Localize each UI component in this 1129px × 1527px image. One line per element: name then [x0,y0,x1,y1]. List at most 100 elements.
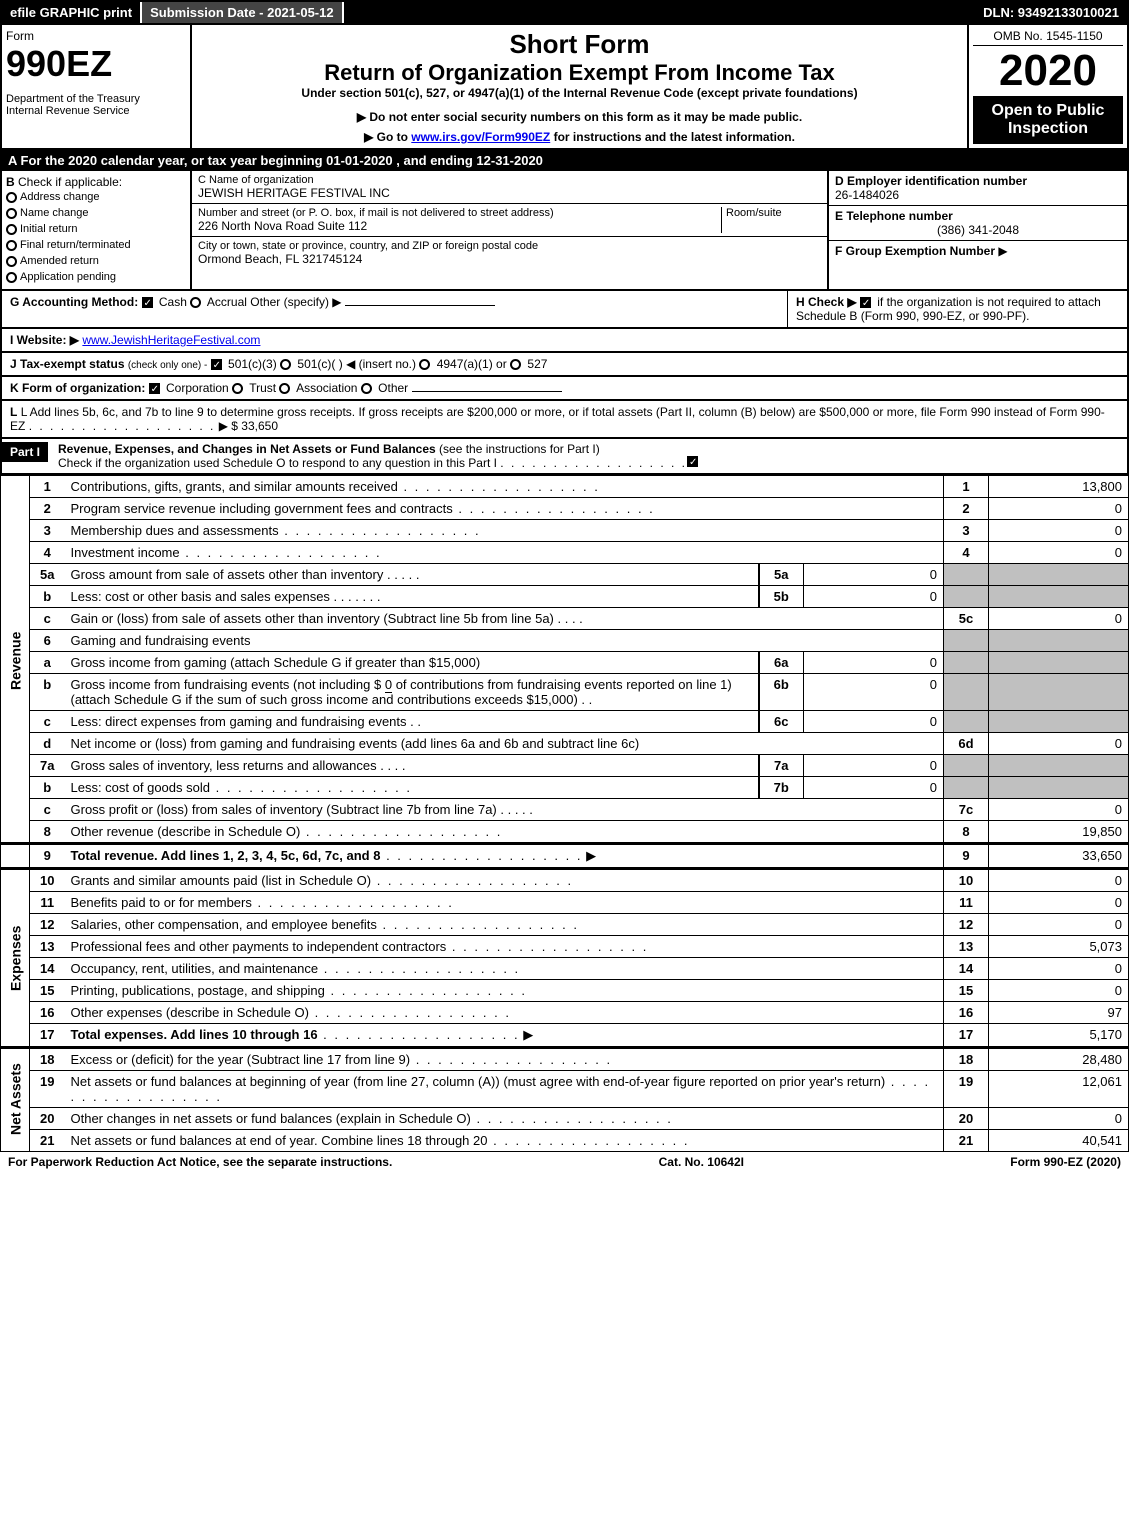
line-12-desc: Salaries, other compensation, and employ… [71,917,377,932]
part1-title: Revenue, Expenses, and Changes in Net As… [58,442,436,456]
line-7c-desc: Gross profit or (loss) from sales of inv… [71,802,497,817]
section-c: C Name of organization JEWISH HERITAGE F… [192,171,827,289]
line-14-num: 14 [30,958,65,980]
paperwork-notice: For Paperwork Reduction Act Notice, see … [8,1155,392,1169]
dept-treasury: Department of the Treasury [6,93,186,105]
group-cell: F Group Exemption Number ▶ [829,241,1127,261]
line-8-desc: Other revenue (describe in Schedule O) [71,824,301,839]
line-13-num: 13 [30,936,65,958]
checkbox-address-change[interactable]: Address change [6,189,186,205]
checkbox-cash[interactable]: ✓ [142,297,153,308]
line-1-amt: 13,800 [989,476,1129,498]
checkbox-accrual[interactable] [190,297,201,308]
checkbox-final-return[interactable]: Final return/terminated [6,237,186,253]
checkbox-trust[interactable] [232,383,243,394]
form-number: 990EZ [6,43,186,85]
line-13-amt: 5,073 [989,936,1129,958]
line-7c-box: 7c [944,799,989,821]
ein-cell: D Employer identification number 26-1484… [829,171,1127,206]
accounting-method: G Accounting Method: ✓ Cash Accrual Othe… [2,291,787,327]
checkbox-501c3[interactable]: ✓ [211,359,222,370]
line-6b-iamt: 0 [804,674,944,711]
line-8-amt: 19,850 [989,821,1129,844]
line-6a-num: a [30,652,65,674]
h-pre: H Check ▶ [796,295,860,309]
footer: For Paperwork Reduction Act Notice, see … [0,1152,1129,1172]
checkbox-schedule-b[interactable]: ✓ [860,297,871,308]
short-form-title: Short Form [196,29,963,60]
checkbox-initial-return[interactable]: Initial return [6,221,186,237]
group-label: F Group Exemption Number [835,244,995,258]
revenue-section-label: Revenue [1,476,30,844]
k-trust: Trust [249,381,276,395]
website-link[interactable]: www.JewishHeritageFestival.com [82,333,260,347]
checkbox-4947[interactable] [419,359,430,370]
line-7b-desc: Less: cost of goods sold [71,780,210,795]
line-6c-desc: Less: direct expenses from gaming and fu… [71,714,407,729]
checkbox-amended-return[interactable]: Amended return [6,253,186,269]
checkbox-corp[interactable]: ✓ [149,383,160,394]
line-12-box: 12 [944,914,989,936]
line-16-num: 16 [30,1002,65,1024]
line-7a-shaded-amt [989,755,1129,777]
efile-print[interactable]: efile GRAPHIC print [2,2,142,23]
line-16-box: 16 [944,1002,989,1024]
top-bar: efile GRAPHIC print Submission Date - 20… [0,0,1129,25]
checkbox-name-change[interactable]: Name change [6,205,186,221]
line-21-amt: 40,541 [989,1130,1129,1152]
line-9-desc: Total revenue. Add lines 1, 2, 3, 4, 5c,… [71,848,381,863]
line-5a-shaded [944,564,989,586]
irs-link[interactable]: www.irs.gov/Form990EZ [411,130,550,144]
line-5a-shaded-amt [989,564,1129,586]
line-5b-desc: Less: cost or other basis and sales expe… [71,589,330,604]
line-19-box: 19 [944,1071,989,1108]
checkbox-schedule-o[interactable]: ✓ [687,456,698,467]
form-header: Form 990EZ Department of the Treasury In… [0,25,1129,150]
line-4-amt: 0 [989,542,1129,564]
line-10-amt: 0 [989,869,1129,892]
header-center: Short Form Return of Organization Exempt… [192,25,967,148]
line-16-amt: 97 [989,1002,1129,1024]
other-input[interactable] [345,305,495,306]
checkbox-application-pending[interactable]: Application pending [6,269,186,285]
line-5a-ibox: 5a [759,564,804,586]
instruction-no-ssn: Do not enter social security numbers on … [196,110,963,124]
line-5b-iamt: 0 [804,586,944,608]
line-19-amt: 12,061 [989,1071,1129,1108]
line-17-amt: 5,170 [989,1024,1129,1048]
line-1-box: 1 [944,476,989,498]
j-527: 527 [527,357,547,371]
under-section: Under section 501(c), 527, or 4947(a)(1)… [196,86,963,100]
other-specify: Other (specify) ▶ [250,295,341,309]
line-4-desc: Investment income [71,545,180,560]
line-3-num: 3 [30,520,65,542]
form-label: Form [6,29,186,43]
checkbox-other-org[interactable] [361,383,372,394]
cash-label: Cash [159,295,187,309]
line-6c-shaded [944,711,989,733]
line-21-num: 21 [30,1130,65,1152]
checkbox-assoc[interactable] [279,383,290,394]
l-amount: $ 33,650 [231,419,278,433]
goto-post: for instructions and the latest informat… [554,130,795,144]
checkbox-501c[interactable] [280,359,291,370]
expenses-section-label: Expenses [1,869,30,1048]
line-6b-shaded-amt [989,674,1129,711]
k-other: Other [378,381,408,395]
k-other-input[interactable] [412,391,562,392]
line-20-amt: 0 [989,1108,1129,1130]
open-public-inspection: Open to Public Inspection [973,96,1123,144]
section-h: H Check ▶ ✓ if the organization is not r… [787,291,1127,327]
city-state-zip: Ormond Beach, FL 321745124 [198,252,821,266]
section-a-tax-year: A For the 2020 calendar year, or tax yea… [0,150,1129,171]
section-i-website: I Website: ▶ www.JewishHeritageFestival.… [0,329,1129,353]
cat-no: Cat. No. 10642I [659,1155,744,1169]
line-14-desc: Occupancy, rent, utilities, and maintena… [71,961,319,976]
line-1-desc: Contributions, gifts, grants, and simila… [71,479,398,494]
street-label: Number and street (or P. O. box, if mail… [198,207,721,219]
accrual-label: Accrual [207,295,247,309]
line-13-desc: Professional fees and other payments to … [71,939,447,954]
line-6b-desc: Gross income from fundraising events (no… [65,674,759,711]
section-def: D Employer identification number 26-1484… [827,171,1127,289]
checkbox-527[interactable] [510,359,521,370]
